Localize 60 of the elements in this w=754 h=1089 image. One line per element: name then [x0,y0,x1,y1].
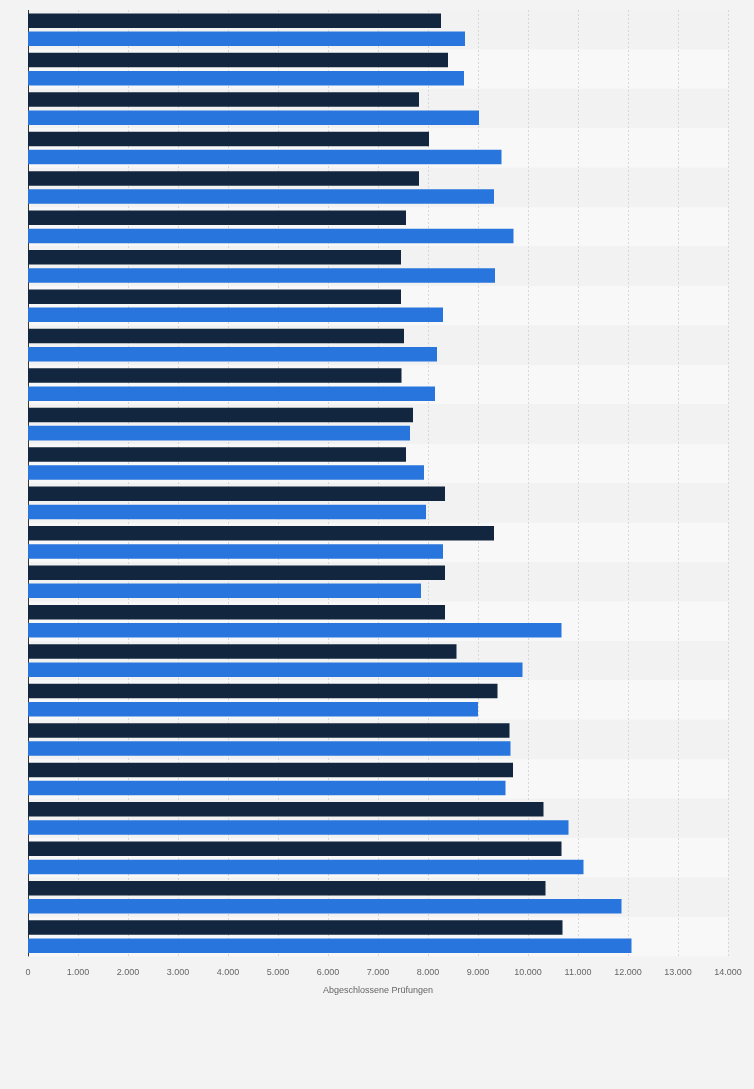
bar [28,780,506,796]
bar [28,210,406,226]
bar [28,52,448,68]
bar [28,880,546,896]
bar [28,425,410,441]
bar [28,762,513,778]
x-tick-label: 0 [25,967,31,978]
bar [28,249,401,265]
x-tick-label: 1.000 [66,967,90,978]
bar [28,328,404,344]
bar [28,289,401,304]
bar [28,347,437,362]
x-tick-label: 11.000 [564,967,592,978]
bar [28,526,494,541]
bar [28,802,544,817]
bar [28,70,464,86]
bar [28,701,478,717]
bar [28,268,495,283]
bar [28,544,443,559]
bar [28,31,465,47]
x-tick-label: 10.000 [514,967,542,978]
bar [28,110,479,125]
bar [28,741,511,756]
bar [28,149,502,165]
bar [28,504,426,520]
bar [28,189,494,204]
x-tick-label: 7.000 [366,967,390,978]
x-tick-label: 6.000 [316,967,340,978]
x-tick-label: 4.000 [216,967,240,978]
x-tick-label: 2.000 [116,967,140,978]
bar [28,604,445,620]
bar [28,644,457,659]
bar [28,228,514,244]
bar [28,583,421,599]
x-tick-label: 5.000 [266,967,290,978]
bar [28,407,413,423]
x-tick-label: 8.000 [416,967,440,978]
x-tick-label: 9.000 [466,967,490,978]
bar [28,92,419,107]
bar [28,683,498,699]
bar [28,465,424,480]
bar [28,565,445,580]
bar [28,171,419,186]
bar [28,447,406,462]
bar [28,307,443,323]
bar [28,131,429,147]
bar [28,723,510,738]
bar [28,386,435,401]
bar [28,13,441,28]
x-tick-label: 3.000 [166,967,190,978]
bar [28,486,445,502]
x-axis-title: Abgeschlossene Prüfungen [322,985,434,996]
bar [28,662,523,677]
x-tick-label: 14.000 [714,967,742,978]
bar [28,920,563,935]
bar [28,841,562,856]
bar [28,623,562,638]
bar [28,368,402,383]
x-tick-label: 12.000 [614,967,642,978]
x-tick-label: 13.000 [664,967,692,978]
